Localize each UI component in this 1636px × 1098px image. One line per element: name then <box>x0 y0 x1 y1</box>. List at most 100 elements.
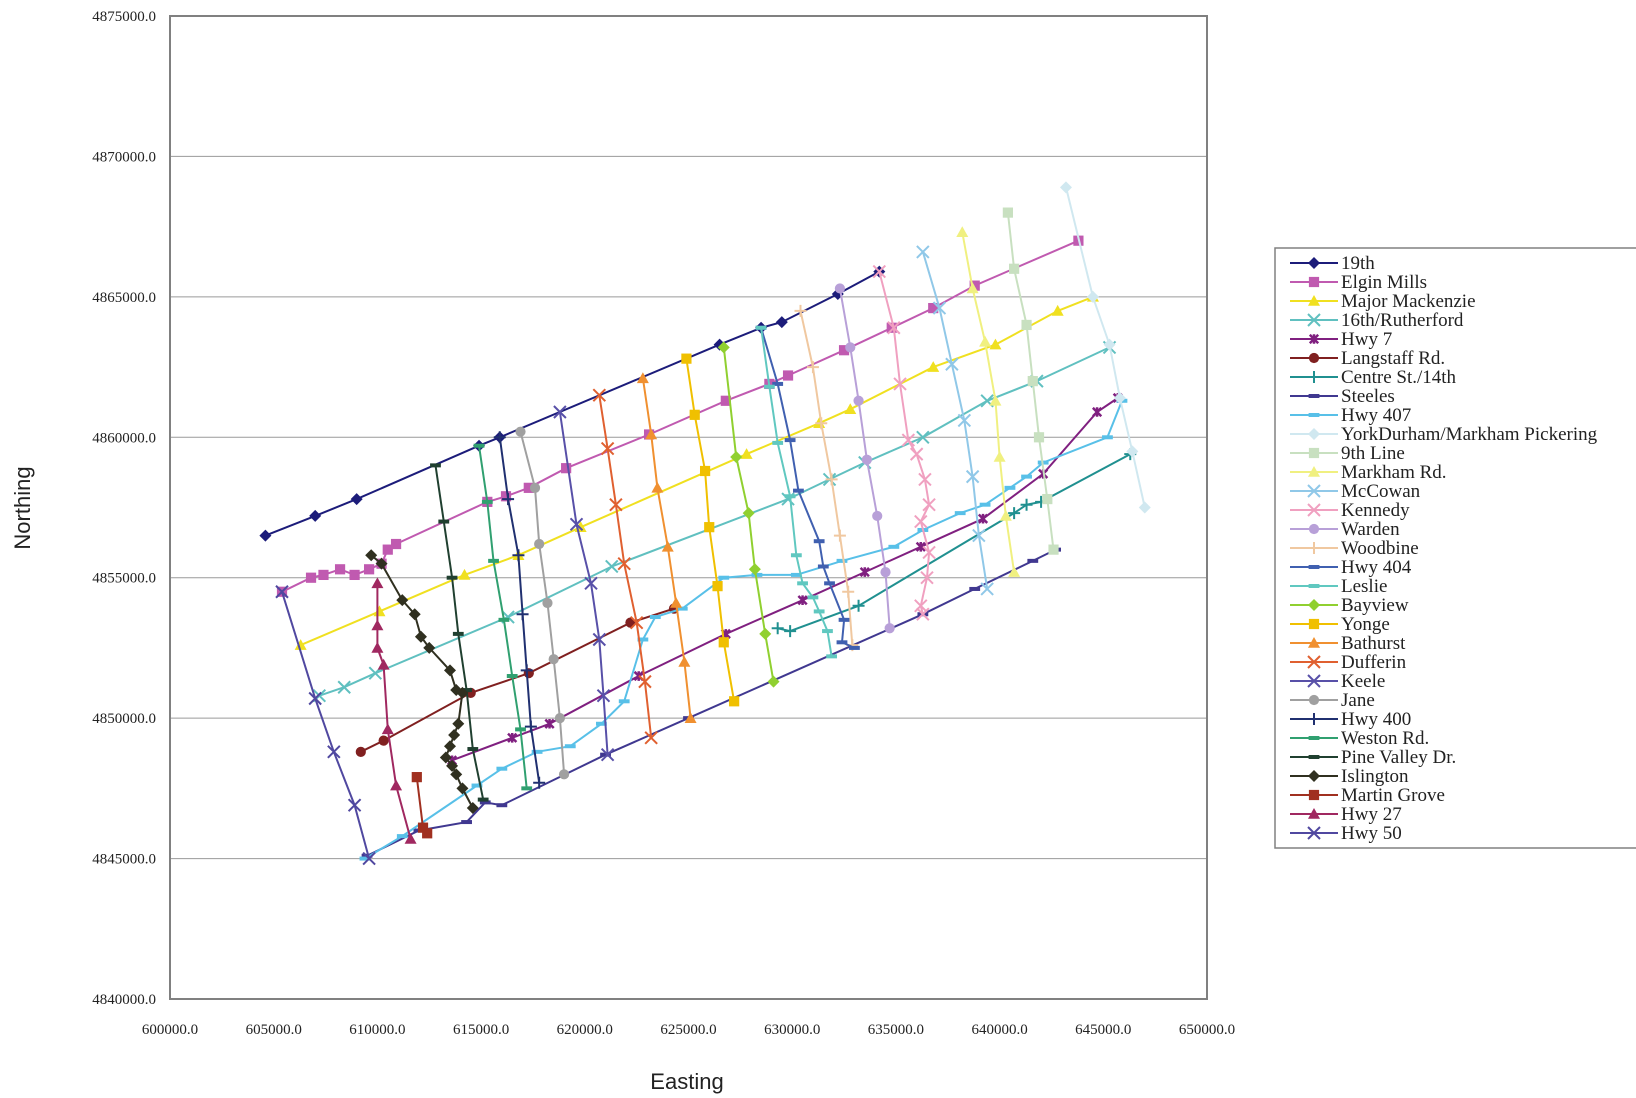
legend-item: Weston Rd. <box>1290 728 1429 749</box>
data-point <box>836 640 848 645</box>
legend-item: Dufferin <box>1290 652 1407 673</box>
series-line <box>558 411 609 755</box>
data-point <box>1027 376 1038 387</box>
data-point <box>755 325 767 330</box>
data-point <box>969 586 981 591</box>
series-line <box>300 295 1094 647</box>
data-point <box>956 226 969 238</box>
legend-swatch-marker <box>1308 352 1320 364</box>
data-point <box>364 564 375 575</box>
data-point <box>797 581 808 586</box>
data-point <box>887 321 901 335</box>
data-point <box>362 851 376 866</box>
data-point <box>979 335 992 347</box>
data-point <box>305 572 317 583</box>
data-point <box>844 403 857 414</box>
data-point <box>461 688 472 693</box>
series-16 <box>755 325 860 650</box>
data-point <box>989 338 1002 350</box>
data-point <box>969 280 980 291</box>
data-point <box>884 623 895 634</box>
legend-item: Hwy 407 <box>1290 405 1411 426</box>
legend-swatch-marker <box>1308 789 1320 801</box>
legend-label: Keele <box>1341 671 1385 692</box>
data-point <box>337 680 351 694</box>
legend-label: 19th <box>1341 253 1375 274</box>
legend-swatch-marker <box>1308 413 1320 417</box>
legend-swatch-marker <box>1308 333 1320 345</box>
data-point <box>411 772 422 783</box>
data-point <box>448 728 461 741</box>
x-tick-label: 610000.0 <box>349 1022 405 1038</box>
data-point <box>859 567 870 578</box>
legend-swatch-marker <box>1308 276 1320 288</box>
data-point <box>1042 493 1053 505</box>
data-point <box>309 509 322 522</box>
series-13 <box>872 264 936 621</box>
data-point <box>456 782 469 795</box>
x-tick-label: 625000.0 <box>660 1022 716 1038</box>
data-point <box>772 440 784 445</box>
data-point <box>1033 432 1045 443</box>
data-point <box>561 463 572 474</box>
data-point <box>596 688 611 703</box>
data-point <box>1021 319 1032 331</box>
legend-item: Hwy 404 <box>1290 557 1412 578</box>
data-point <box>980 582 994 596</box>
data-point <box>945 357 959 371</box>
plot-grid <box>170 155 1207 860</box>
series-22 <box>553 405 615 762</box>
data-point <box>797 595 808 606</box>
data-point <box>922 497 936 512</box>
legend-item: Keele <box>1290 671 1385 692</box>
data-point <box>1103 338 1116 351</box>
data-point <box>1051 304 1064 316</box>
legend-item: Steeles <box>1290 386 1395 407</box>
data-point <box>751 572 763 577</box>
data-point <box>294 639 307 650</box>
data-point <box>1086 290 1099 303</box>
data-point <box>849 645 860 650</box>
data-point <box>767 675 780 688</box>
data-point <box>1004 485 1016 490</box>
data-point <box>720 395 731 406</box>
data-point <box>617 556 631 571</box>
legend-item: 9th Line <box>1290 443 1405 464</box>
legend-label: Jane <box>1341 690 1375 711</box>
data-point <box>748 563 761 576</box>
data-point <box>638 674 652 689</box>
series-line <box>281 591 371 859</box>
data-point <box>524 720 537 733</box>
data-point <box>644 731 658 745</box>
legend-swatch-marker <box>1308 394 1320 398</box>
x-tick-label: 605000.0 <box>246 1022 302 1038</box>
legend-item: 16th/Rutherford <box>1290 310 1464 331</box>
data-point <box>822 629 833 634</box>
x-tick-label: 600000.0 <box>142 1022 198 1038</box>
data-point <box>704 522 715 533</box>
data-point <box>918 472 932 487</box>
data-point <box>916 607 930 621</box>
data-point <box>569 517 584 532</box>
data-point <box>670 596 683 608</box>
data-point <box>515 426 526 437</box>
data-point <box>396 834 408 839</box>
data-point <box>600 441 615 456</box>
data-point <box>600 752 611 757</box>
series-line <box>318 346 1110 697</box>
data-point <box>554 713 566 724</box>
data-point <box>676 606 688 611</box>
legend-item: Kennedy <box>1290 500 1410 521</box>
series-9 <box>1059 181 1151 514</box>
legend-item: Islington <box>1290 766 1409 787</box>
data-point <box>872 264 887 279</box>
data-point <box>1102 435 1113 440</box>
data-point <box>618 699 630 704</box>
legend-swatch-marker <box>1307 484 1321 498</box>
data-point <box>533 776 546 789</box>
plot-area <box>169 15 1208 1000</box>
data-point <box>790 553 802 558</box>
legend-swatch-marker <box>1308 565 1320 569</box>
data-point <box>595 721 607 726</box>
